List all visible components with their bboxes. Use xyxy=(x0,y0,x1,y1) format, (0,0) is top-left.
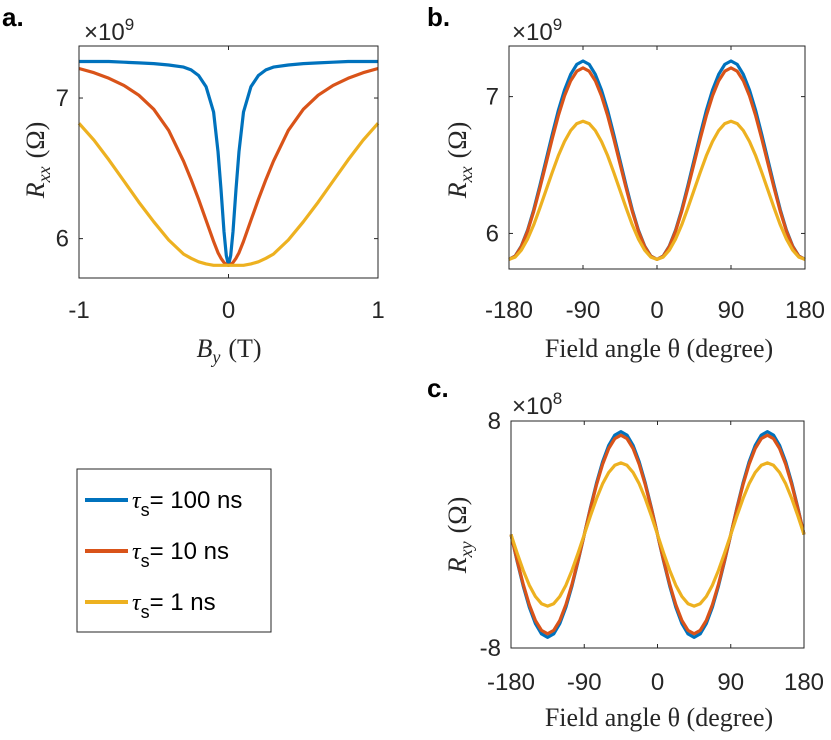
panel-b-series-line xyxy=(508,59,806,261)
panel-c-series-line xyxy=(509,461,806,608)
panel-a-ytick-label: 6 xyxy=(56,226,69,253)
panel-b-xlabel: Field angle θ (degree) xyxy=(545,334,773,363)
panel-a-xtick-label: -1 xyxy=(68,297,89,324)
legend-label-10ns: τs= 10 ns xyxy=(132,538,229,571)
panel-b-ylabel: Rxx(Ω) xyxy=(443,122,476,200)
panel-b-exponent: ×109 xyxy=(512,15,562,46)
panel-a-frame xyxy=(78,45,379,279)
panel-a-xtick-label: 1 xyxy=(371,297,384,324)
panel-c-ylabel: Rxy(Ω) xyxy=(443,497,476,575)
legend-item: τs= 100 ns xyxy=(85,487,242,520)
panel-c-ytick-label: 8 xyxy=(488,408,501,435)
panel-c-xlabel: Field angle θ (degree) xyxy=(545,703,773,732)
panel-a-plot: -1 0 1 6 7 ×109 Rxx(Ω) By (T) xyxy=(21,15,385,367)
panel-b-xtick-label: 180 xyxy=(785,297,825,324)
panel-a-series-line xyxy=(77,122,380,267)
panel-b-series-line xyxy=(508,119,806,261)
panel-a-xlabel: By (T) xyxy=(196,334,261,367)
panel-a-series-line xyxy=(78,66,379,267)
panel-label-a: a. xyxy=(2,2,24,32)
panel-c-xtick-label: 180 xyxy=(784,669,824,696)
panel-b-xtick-label: -90 xyxy=(566,297,601,324)
panel-c-xtick-label: -180 xyxy=(487,669,535,696)
panel-c-xtick-label: 90 xyxy=(717,669,744,696)
legend-item: τs= 1 ns xyxy=(85,589,216,622)
panel-b-ytick-label: 7 xyxy=(486,84,499,111)
panel-c-exponent: ×108 xyxy=(512,389,562,420)
panel-a-series-line xyxy=(79,59,378,267)
panel-c-plot: -180 -90 0 90 180 -8 8 ×108 Rxy(Ω) Field angle… xyxy=(443,389,824,732)
legend-label-100ns: τs= 100 ns xyxy=(132,487,242,520)
panel-b-plot: -180 -90 0 90 180 6 7 ×109 Rxx(Ω) Field angle … xyxy=(443,15,825,363)
panel-c-ytick-label: -8 xyxy=(480,635,501,662)
panel-label-b: b. xyxy=(427,2,450,32)
panel-b-ytick-label: 6 xyxy=(486,220,499,247)
panel-a-xtick-label: 0 xyxy=(222,297,235,324)
panel-c-xtick-label: 0 xyxy=(651,669,664,696)
panel-label-c: c. xyxy=(427,373,449,403)
legend: τs= 100 ns τs= 10 ns τs= 1 ns xyxy=(76,468,272,633)
panel-b-xtick-label: -180 xyxy=(485,297,533,324)
panel-a-exponent: ×109 xyxy=(84,15,134,46)
panel-c-xtick-label: -90 xyxy=(567,669,602,696)
panel-b-series-line xyxy=(508,66,806,261)
legend-label-1ns: τs= 1 ns xyxy=(132,589,216,622)
panel-b-xtick-label: 0 xyxy=(650,297,663,324)
panel-b-xtick-label: 90 xyxy=(718,297,745,324)
panel-b-frame xyxy=(508,45,806,270)
panel-a-ylabel: Rxx(Ω) xyxy=(21,122,54,200)
legend-item: τs= 10 ns xyxy=(85,538,229,571)
panel-a-ytick-label: 7 xyxy=(56,85,69,112)
